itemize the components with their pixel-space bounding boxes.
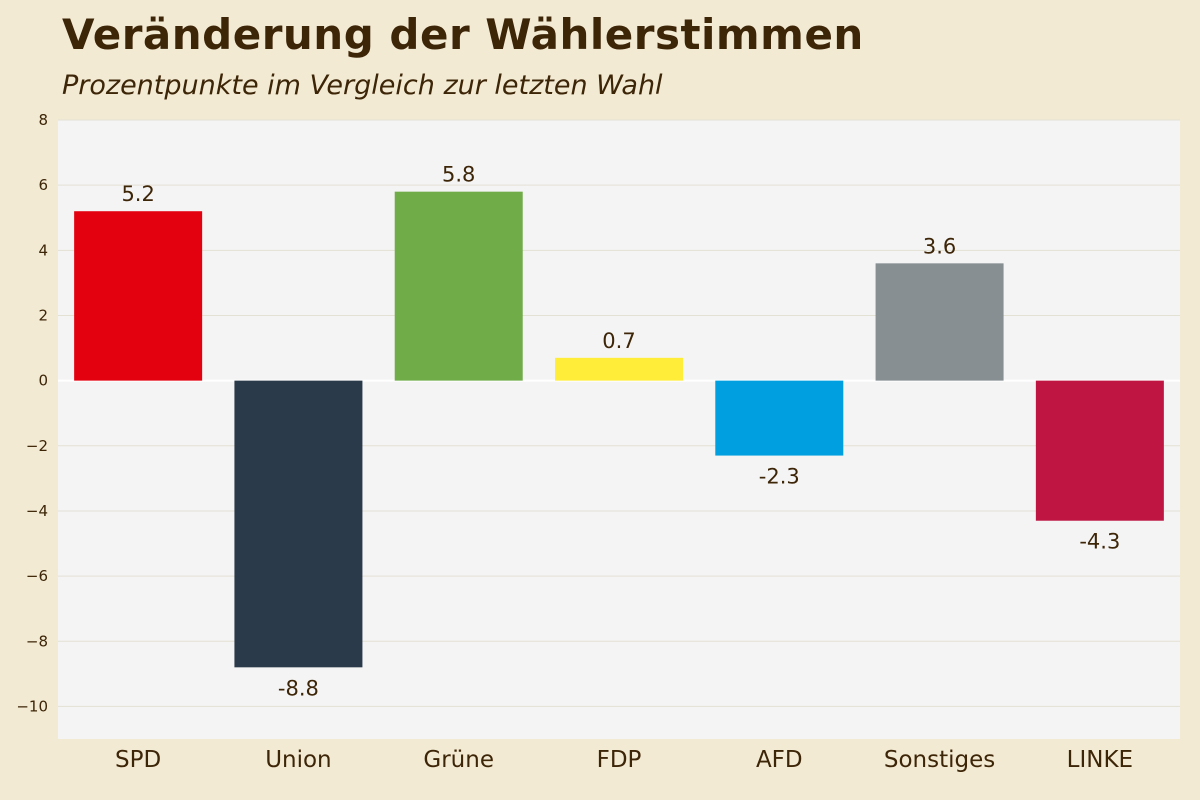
x-tick-label: LINKE bbox=[1067, 747, 1133, 773]
y-tick-label: −2 bbox=[26, 437, 48, 455]
x-tick-label: Union bbox=[265, 747, 331, 773]
data-label: -4.3 bbox=[1079, 530, 1120, 554]
bars bbox=[74, 191, 1164, 668]
bar-afd bbox=[715, 380, 844, 456]
bar-fdp bbox=[555, 357, 683, 381]
data-label: 0.7 bbox=[602, 329, 635, 353]
bar-union bbox=[234, 380, 363, 668]
y-tick-label: 4 bbox=[38, 241, 48, 259]
x-tick-label: AFD bbox=[756, 747, 803, 773]
data-label: 5.2 bbox=[121, 182, 154, 206]
chart-title: Veränderung der Wählerstimmen bbox=[62, 10, 864, 59]
x-tick-label: SPD bbox=[115, 747, 161, 773]
bar-spd bbox=[74, 211, 203, 381]
chart-subtitle: Prozentpunkte im Vergleich zur letzten W… bbox=[62, 70, 663, 101]
x-tick-label: FDP bbox=[597, 747, 642, 773]
data-labels: 5.2 -8.8 5.8 0.7 -2.3 3.6 -4.3 bbox=[121, 163, 1120, 701]
x-tick-label: Sonstiges bbox=[884, 747, 995, 773]
data-label: -8.8 bbox=[278, 676, 319, 700]
data-label: 5.8 bbox=[442, 163, 475, 187]
bar-grüne bbox=[394, 191, 523, 381]
y-tick-label: −8 bbox=[26, 632, 48, 650]
y-tick-label: −6 bbox=[26, 567, 48, 585]
x-axis: SPD Union Grüne FDP AFD Sonstiges LINKE bbox=[115, 747, 1133, 773]
y-tick-label: 2 bbox=[38, 306, 48, 324]
plot-area bbox=[58, 120, 1180, 739]
data-label: 3.6 bbox=[923, 234, 956, 258]
y-tick-label: −10 bbox=[16, 697, 48, 715]
x-tick-label: Grüne bbox=[423, 747, 494, 773]
y-axis: 8 6 4 2 0 −2 −4 −6 −8 −10 bbox=[16, 111, 48, 715]
bar-linke bbox=[1035, 380, 1164, 521]
data-label: -2.3 bbox=[759, 465, 800, 489]
bar-sonstiges bbox=[875, 263, 1004, 381]
y-tick-label: 8 bbox=[38, 111, 48, 129]
y-tick-label: −4 bbox=[26, 502, 48, 520]
y-tick-label: 6 bbox=[38, 176, 48, 194]
y-tick-label: 0 bbox=[38, 372, 48, 390]
